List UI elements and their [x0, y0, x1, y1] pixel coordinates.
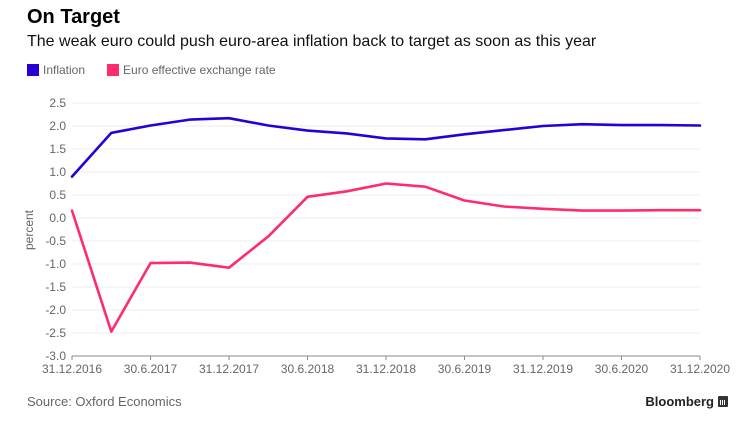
data-point[interactable] — [148, 123, 154, 129]
bloomberg-chart-icon — [718, 396, 728, 407]
data-point[interactable] — [422, 136, 428, 142]
y-tick-label: -2.5 — [45, 326, 66, 340]
y-tick-label: -2.0 — [45, 303, 66, 317]
data-point[interactable] — [579, 121, 585, 127]
brand-name: Bloomberg — [645, 394, 714, 409]
data-point[interactable] — [226, 265, 232, 271]
chart-subtitle: The weak euro could push euro-area infla… — [27, 33, 597, 50]
data-point[interactable] — [305, 128, 311, 134]
data-point[interactable] — [501, 204, 507, 210]
data-point[interactable] — [108, 130, 114, 136]
gridlines — [72, 102, 700, 334]
y-tick-label: 1.5 — [49, 142, 66, 156]
y-tick-label: -3.0 — [45, 349, 66, 363]
legend-swatch-inflation — [27, 64, 39, 76]
y-tick-label: 2.0 — [49, 119, 66, 133]
data-point[interactable] — [462, 131, 468, 137]
x-tick-label: 30.6.2018 — [281, 362, 335, 376]
brand-logo: Bloomberg — [645, 394, 728, 409]
x-tick-label: 30.6.2017 — [124, 362, 178, 376]
x-tick-labels: 31.12.2016 30.6.2017 31.12.2017 30.6.2018 31… — [42, 362, 730, 376]
y-axis-title: percent — [22, 209, 36, 250]
data-point[interactable] — [265, 233, 271, 239]
data-point[interactable] — [226, 115, 232, 121]
data-point[interactable] — [540, 206, 546, 212]
data-point[interactable] — [187, 117, 193, 123]
x-tick-label: 31.12.2019 — [513, 362, 573, 376]
data-point[interactable] — [697, 123, 703, 129]
data-point[interactable] — [187, 260, 193, 266]
data-point[interactable] — [344, 188, 350, 194]
data-point[interactable] — [148, 260, 154, 266]
data-point[interactable] — [422, 184, 428, 190]
y-tick-label: 0.5 — [49, 188, 66, 202]
x-tick-label: 31.12.2016 — [42, 362, 102, 376]
data-point[interactable] — [305, 194, 311, 200]
legend-item-inflation[interactable]: Inflation — [27, 63, 85, 77]
series-lines — [69, 115, 703, 335]
data-point[interactable] — [265, 123, 271, 129]
x-tick-label: 31.12.2020 — [670, 362, 730, 376]
data-point[interactable] — [697, 207, 703, 213]
x-tick-label: 30.6.2020 — [595, 362, 649, 376]
data-point[interactable] — [619, 208, 625, 214]
source-note: Source: Oxford Economics — [27, 394, 182, 409]
chart-title: On Target — [27, 6, 120, 28]
data-point[interactable] — [108, 329, 114, 335]
data-point[interactable] — [69, 208, 75, 214]
y-tick-label: -1.0 — [45, 257, 66, 271]
series-line-inflation[interactable] — [70, 116, 702, 178]
data-point[interactable] — [462, 198, 468, 204]
data-point[interactable] — [579, 208, 585, 214]
legend-item-euro-exchange-rate[interactable]: Euro effective exchange rate — [107, 63, 276, 77]
y-tick-label: 0.0 — [49, 211, 66, 225]
legend-swatch-euro-exchange-rate — [107, 64, 120, 76]
y-tick-labels: 2.5 2.0 1.5 1.0 0.5 0.0 -0.5 -1.0 -1.5 -2.0 -2.5 -3… — [45, 96, 66, 363]
y-tick-label: 2.5 — [49, 96, 66, 110]
x-tick-label: 31.12.2018 — [356, 362, 416, 376]
data-point[interactable] — [619, 122, 625, 128]
y-tick-label: 1.0 — [49, 165, 66, 179]
data-point[interactable] — [501, 127, 507, 133]
legend-label-euro-exchange-rate: Euro effective exchange rate — [123, 63, 276, 77]
series-line-euro-exchange-rate[interactable] — [70, 182, 702, 333]
legend: Inflation Euro effective exchange rate — [27, 63, 298, 77]
data-point[interactable] — [69, 174, 75, 180]
data-point[interactable] — [383, 135, 389, 141]
data-point[interactable] — [344, 130, 350, 136]
y-tick-label: -1.5 — [45, 280, 66, 294]
legend-label-inflation: Inflation — [43, 63, 86, 77]
data-point[interactable] — [658, 207, 664, 213]
x-tick-label: 31.12.2017 — [199, 362, 259, 376]
data-point[interactable] — [658, 122, 664, 128]
data-point[interactable] — [383, 181, 389, 187]
x-tick-label: 30.6.2019 — [438, 362, 492, 376]
data-point[interactable] — [540, 123, 546, 129]
y-tick-label: -0.5 — [45, 234, 66, 248]
x-axis — [71, 355, 701, 360]
